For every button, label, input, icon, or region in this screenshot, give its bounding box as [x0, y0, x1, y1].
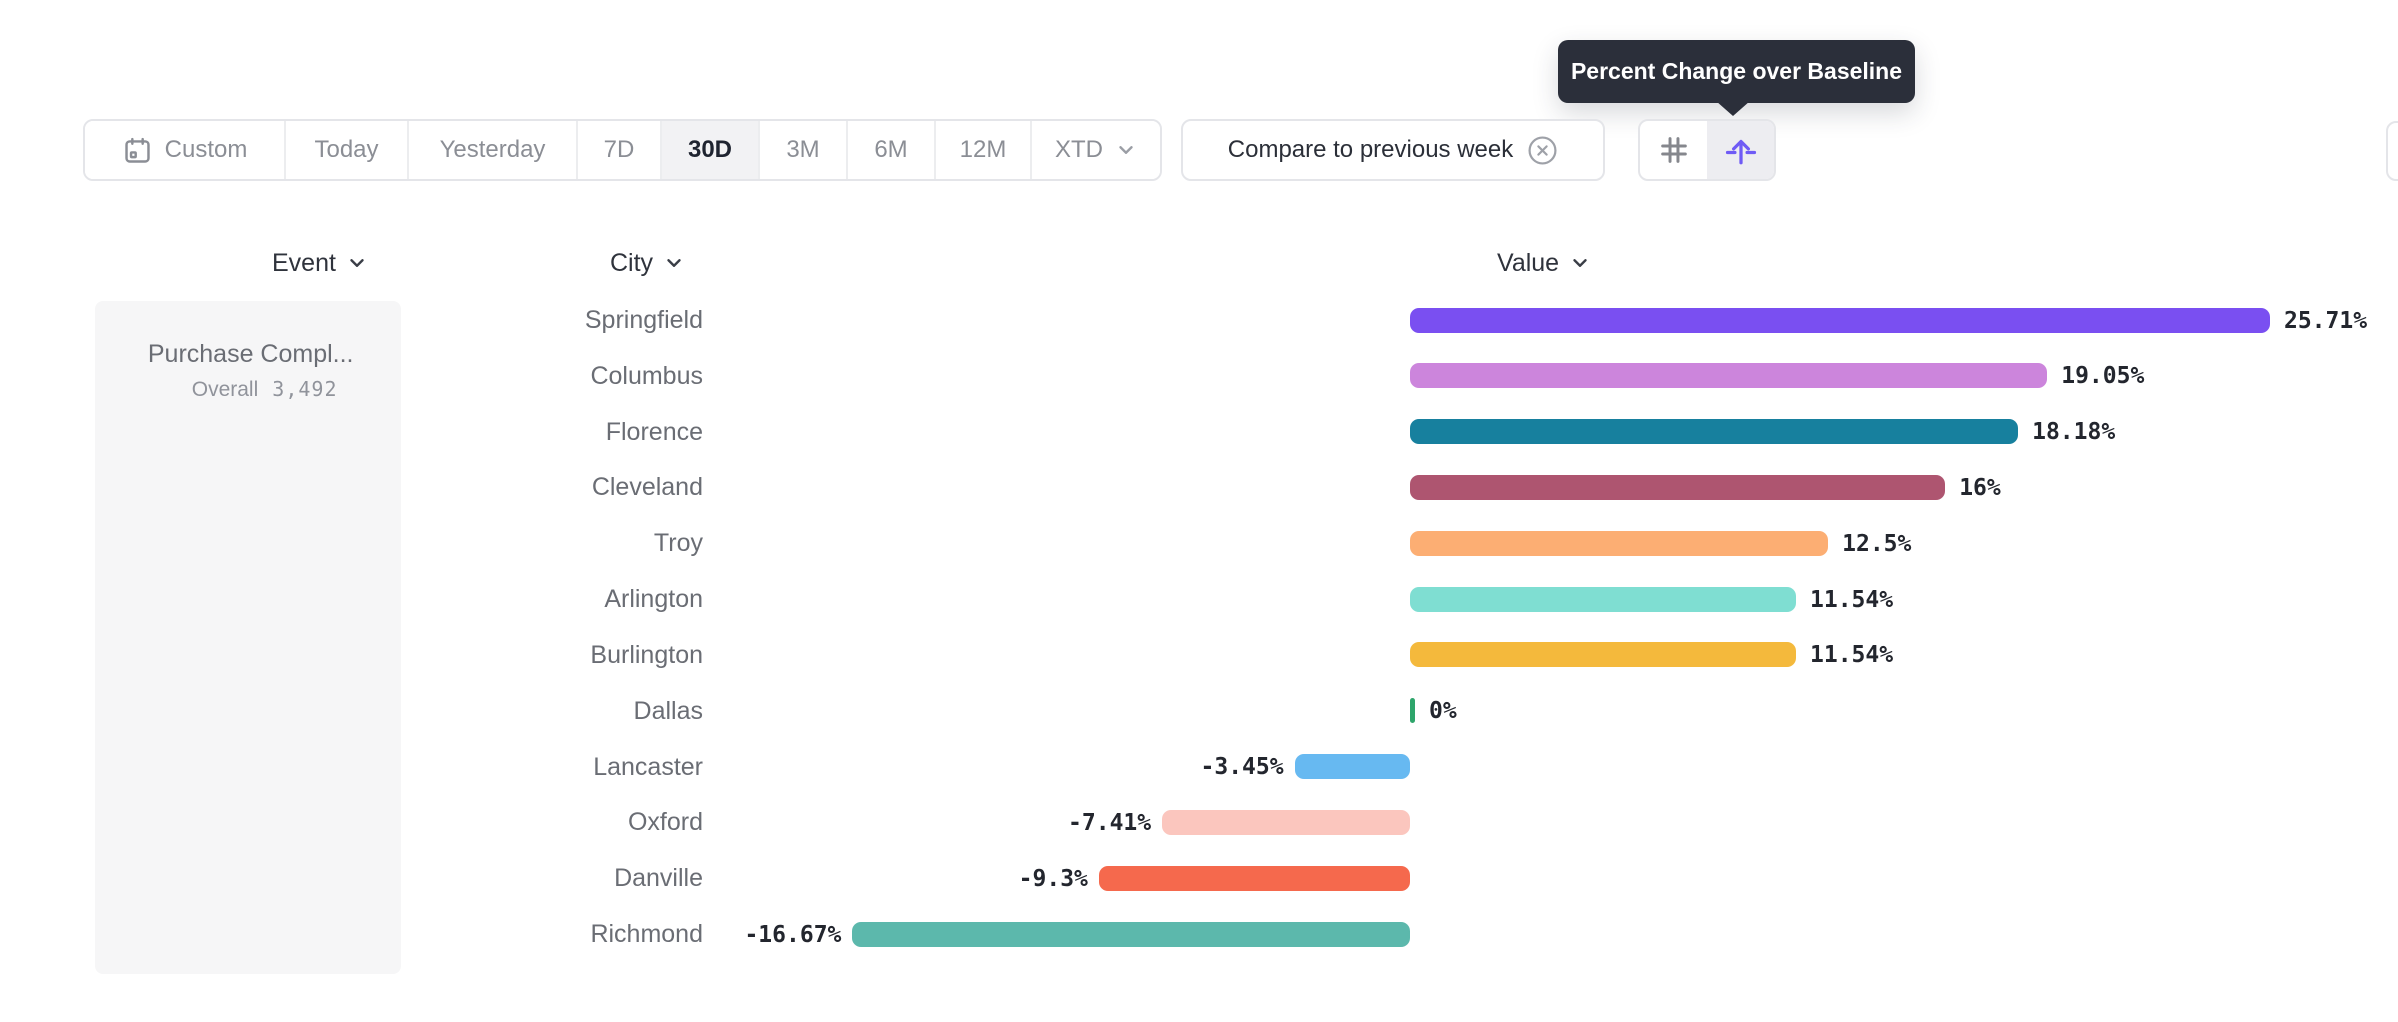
- chevron-down-icon: [346, 252, 368, 274]
- date-range-7d[interactable]: 7D: [578, 121, 662, 179]
- city-label: Oxford: [627, 808, 703, 837]
- value-label: -3.45%: [1200, 754, 1284, 781]
- value-label: 0%: [1429, 698, 1457, 725]
- calendar-icon: [122, 135, 153, 166]
- bar-springfield[interactable]: [1410, 307, 2270, 333]
- bar-danville[interactable]: [1098, 865, 1410, 891]
- event-name: Purchase Compl...: [147, 340, 354, 368]
- value-label: 11.54%: [1810, 642, 1894, 669]
- date-range-12m[interactable]: 12M: [936, 121, 1032, 179]
- date-range-label: 6M: [874, 136, 908, 163]
- value-label: 18.18%: [2032, 419, 2116, 446]
- date-range-3m[interactable]: 3M: [760, 121, 848, 179]
- tooltip-arrow: [1716, 101, 1750, 116]
- chevron-down-icon: [663, 252, 685, 274]
- hash-grid-icon: [1657, 133, 1691, 167]
- city-label: Lancaster: [593, 752, 703, 781]
- event-metric-label: Overall: [191, 378, 259, 401]
- event-metric-value: 3,492: [272, 377, 338, 401]
- date-range-label: Custom: [164, 136, 248, 163]
- column-header-value-label: Value: [1497, 248, 1560, 277]
- column-header-value[interactable]: Value: [1497, 247, 1591, 279]
- value-label: 16%: [1959, 474, 2001, 501]
- bar-lancaster[interactable]: [1294, 754, 1410, 780]
- chevron-down-icon: [1115, 139, 1137, 161]
- city-label: Columbus: [590, 361, 703, 390]
- date-range-label: XTD: [1055, 136, 1103, 163]
- value-label: 19.05%: [2061, 363, 2145, 390]
- date-range-6m[interactable]: 6M: [848, 121, 936, 179]
- value-label: 12.5%: [1842, 530, 1912, 557]
- value-label: -9.3%: [1018, 865, 1088, 892]
- date-range-30d[interactable]: 30D: [662, 121, 760, 179]
- column-header-city[interactable]: City: [610, 247, 685, 279]
- column-header-city-label: City: [610, 248, 654, 277]
- bar-oxford[interactable]: [1162, 809, 1410, 835]
- date-range-label: 30D: [687, 136, 733, 163]
- bar-dallas[interactable]: [1410, 698, 1415, 724]
- date-range-yesterday[interactable]: Yesterday: [409, 121, 578, 179]
- date-range-label: Today: [314, 136, 379, 163]
- city-label: Troy: [653, 529, 703, 558]
- value-label: -16.67%: [744, 921, 842, 948]
- column-header-event[interactable]: Event: [272, 247, 368, 279]
- date-range-xtd[interactable]: XTD: [1032, 121, 1160, 179]
- bar-burlington[interactable]: [1410, 642, 1796, 668]
- bar-florence[interactable]: [1410, 419, 2019, 445]
- event-metric: Overall 3,492: [95, 377, 400, 402]
- tooltip-percent-change-over-baseline: Percent Change over Baseline: [1558, 40, 1915, 103]
- date-range-label: 3M: [786, 136, 820, 163]
- hash-grid-mode-button[interactable]: [1640, 121, 1707, 179]
- city-label: Springfield: [584, 306, 703, 334]
- value-label: -7.41%: [1068, 809, 1152, 836]
- chart-mode-toggle: [1638, 119, 1776, 181]
- city-label: Richmond: [590, 920, 703, 949]
- value-label: 11.54%: [1810, 586, 1894, 613]
- clipped-toolbar-button[interactable]: [2386, 121, 2398, 181]
- chevron-down-icon: [1569, 252, 1591, 274]
- date-range-label: 7D: [603, 136, 635, 163]
- value-label: 25.71%: [2283, 307, 2368, 334]
- date-range-custom[interactable]: Custom: [85, 121, 286, 179]
- bar-columbus[interactable]: [1410, 363, 2048, 389]
- baseline-arrow-icon: [1724, 133, 1758, 167]
- compare-filter-pill[interactable]: Compare to previous week: [1181, 119, 1605, 181]
- city-label: Dallas: [633, 696, 703, 725]
- city-label: Cleveland: [591, 473, 703, 502]
- compare-filter-label: Compare to previous week: [1227, 136, 1514, 163]
- baseline-mode-button[interactable]: [1707, 121, 1774, 179]
- date-range-label: Yesterday: [439, 136, 546, 163]
- bar-richmond[interactable]: [852, 921, 1410, 947]
- bar-arlington[interactable]: [1410, 586, 1796, 612]
- date-range-label: 12M: [959, 136, 1007, 163]
- city-label: Burlington: [590, 640, 703, 669]
- bar-troy[interactable]: [1410, 530, 1829, 556]
- column-header-event-label: Event: [272, 248, 336, 277]
- date-range-today[interactable]: Today: [286, 121, 409, 179]
- bar-cleveland[interactable]: [1410, 474, 1946, 500]
- date-range-selector: Custom Today Yesterday 7D 30D 3M 6M 12M XTD: [83, 119, 1162, 181]
- city-label: Florence: [605, 417, 703, 446]
- city-label: Arlington: [604, 585, 703, 614]
- city-label: Danville: [614, 864, 703, 893]
- circle-x-icon[interactable]: [1527, 135, 1558, 166]
- event-panel[interactable]: Purchase Compl... Overall 3,492: [95, 301, 401, 974]
